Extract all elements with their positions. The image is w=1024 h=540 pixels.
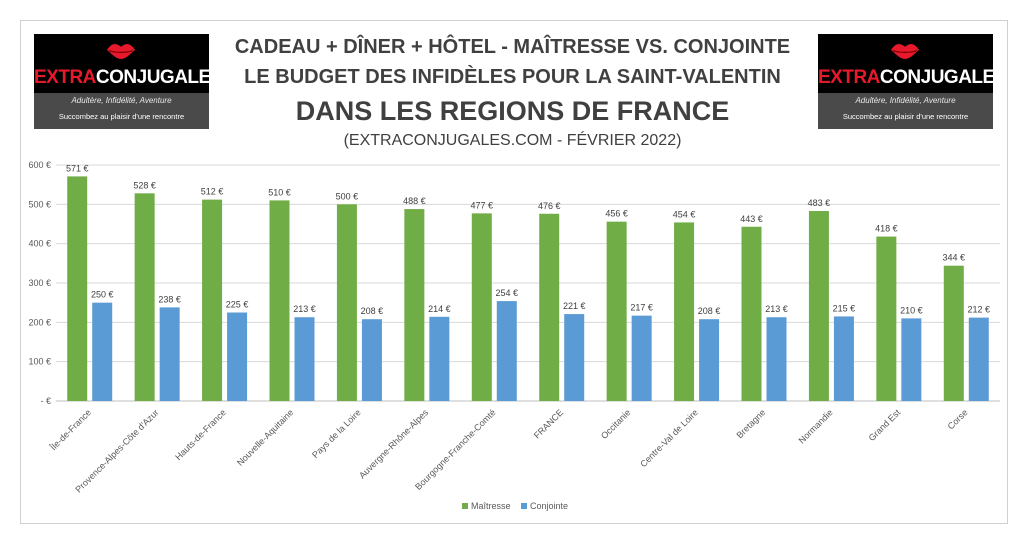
bar-conjointe	[631, 315, 652, 401]
data-label: 488 €	[403, 196, 426, 206]
legend-label: Maîtresse	[471, 501, 511, 511]
y-tick-label: 600 €	[28, 160, 51, 170]
logo-band	[818, 93, 993, 129]
data-label: 418 €	[875, 224, 898, 234]
y-tick-label: 100 €	[28, 357, 51, 367]
data-label: 254 €	[496, 288, 519, 298]
brand-logo-left: EXTRACONJUGALES Adultère, Infidélité, Av…	[34, 34, 223, 129]
lips-icon	[107, 43, 135, 59]
data-label: 213 €	[765, 304, 788, 314]
y-tick-label: 200 €	[28, 317, 51, 327]
data-label: 225 €	[226, 300, 249, 310]
x-tick-label: Centre-Val de Loire	[638, 407, 700, 469]
data-label: 250 €	[91, 290, 114, 300]
bar-maitresse	[808, 211, 829, 401]
bar-conjointe	[833, 316, 854, 401]
x-tick-label: Auvergne-Rhône-Alpes	[357, 407, 431, 481]
bar-maitresse	[404, 209, 425, 401]
data-label: 512 €	[201, 187, 224, 197]
bar-conjointe	[901, 318, 922, 401]
logo-tagline: Adultère, Infidélité, Aventure	[71, 96, 172, 105]
x-tick-label: Nouvelle-Aquitaine	[235, 407, 295, 467]
bar-maitresse	[741, 226, 762, 401]
bar-maitresse	[336, 204, 357, 401]
bar-maitresse	[134, 193, 155, 401]
legend-swatch	[521, 503, 527, 509]
bar-maitresse	[269, 200, 290, 401]
x-tick-label: Normandie	[797, 407, 835, 445]
bar-maitresse	[943, 265, 964, 401]
brand-name: EXTRACONJUGALES	[34, 67, 223, 88]
y-tick-label: 300 €	[28, 278, 51, 288]
bar-conjointe	[968, 317, 989, 401]
brand-name: EXTRACONJUGALES	[818, 67, 1007, 88]
bar-conjointe	[294, 317, 315, 401]
data-label: 213 €	[293, 304, 316, 314]
data-label: 212 €	[968, 305, 991, 315]
bar-conjointe	[361, 319, 382, 401]
bar-conjointe	[496, 301, 517, 401]
logo-subline: Succombez au plaisir d'une rencontre	[58, 112, 185, 121]
x-tick-label: Hauts-de-France	[173, 407, 228, 462]
bar-conjointe	[564, 314, 585, 401]
data-label: 456 €	[605, 209, 628, 219]
bar-maitresse	[606, 221, 627, 401]
data-label: 500 €	[336, 191, 359, 201]
bar-conjointe	[699, 319, 720, 401]
bar-maitresse	[876, 236, 897, 401]
data-label: 215 €	[833, 303, 856, 313]
data-label: 454 €	[673, 209, 696, 219]
data-label: 443 €	[740, 214, 763, 224]
data-label: 214 €	[428, 304, 451, 314]
chart-source: (EXTRACONJUGALES.COM - FÉVRIER 2022)	[343, 132, 682, 149]
data-label: 210 €	[900, 305, 923, 315]
x-tick-label: Grand Est	[867, 407, 903, 443]
bar-maitresse	[539, 213, 560, 401]
data-label: 476 €	[538, 201, 561, 211]
chart-title-line1: CADEAU + DÎNER + HÔTEL - MAÎTRESSE VS. C…	[234, 36, 791, 58]
data-label: 208 €	[361, 306, 384, 316]
data-label: 208 €	[698, 306, 721, 316]
bar-conjointe	[227, 312, 248, 401]
data-label: 238 €	[158, 294, 181, 304]
data-label: 571 €	[66, 163, 89, 173]
data-label: 528 €	[133, 180, 156, 190]
bar-conjointe	[159, 307, 180, 401]
chart-title-line3: DANS LES REGIONS DE FRANCE	[295, 96, 730, 126]
bar-conjointe	[92, 302, 113, 401]
data-label: 221 €	[563, 301, 586, 311]
x-tick-label: Bretagne	[735, 407, 768, 440]
chart-title-line2: LE BUDGET DES INFIDÈLES POUR LA SAINT-VA…	[244, 66, 781, 88]
x-tick-label: Bourgogne-Franche-Comté	[413, 407, 498, 492]
legend-swatch	[462, 503, 468, 509]
lips-icon	[891, 43, 919, 59]
data-label: 477 €	[471, 200, 494, 210]
logo-tagline: Adultère, Infidélité, Aventure	[855, 96, 956, 105]
brand-logo-right: EXTRACONJUGALES Adultère, Infidélité, Av…	[818, 34, 1007, 129]
data-label: 217 €	[630, 303, 653, 313]
x-tick-label: Occitanie	[599, 407, 633, 441]
logo-band	[34, 93, 209, 129]
y-tick-label: 500 €	[28, 199, 51, 209]
bar-maitresse	[674, 222, 695, 401]
bar-conjointe	[429, 316, 450, 401]
bar-maitresse	[67, 176, 88, 401]
bar-maitresse	[202, 199, 223, 401]
y-tick-label: 400 €	[28, 239, 51, 249]
x-tick-label: Pays de la Loire	[310, 407, 363, 460]
bar-conjointe	[766, 317, 787, 401]
legend-label: Conjointe	[530, 501, 568, 511]
data-label: 344 €	[943, 253, 966, 263]
bar-maitresse	[471, 213, 492, 401]
logo-subline: Succombez au plaisir d'une rencontre	[842, 112, 969, 121]
x-tick-label: FRANCE	[532, 407, 565, 440]
x-tick-label: Corse	[946, 407, 970, 431]
y-tick-label: - €	[40, 396, 51, 406]
x-tick-label: Île-de-France	[47, 407, 93, 453]
data-label: 510 €	[268, 187, 291, 197]
data-label: 483 €	[808, 198, 831, 208]
